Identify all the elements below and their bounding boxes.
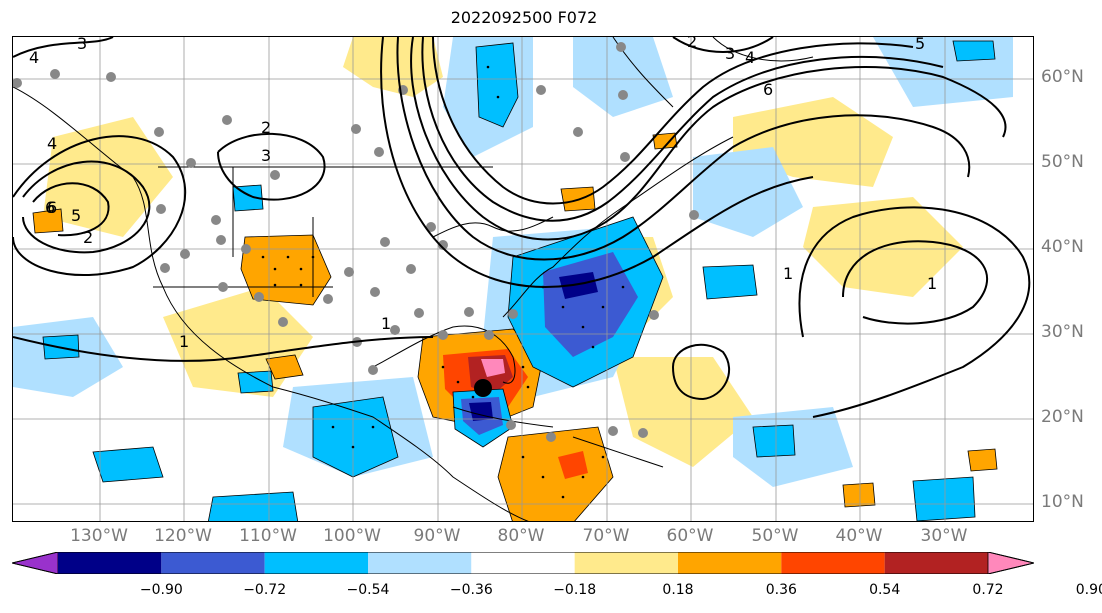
pos-orange-area (32, 208, 64, 234)
neg-cyan-area (475, 42, 519, 128)
neg-cyan-area (912, 476, 976, 521)
storm-center-marker (474, 379, 492, 397)
lat-label: 60°N (1041, 67, 1084, 87)
colorbar-tick-label: −0.54 (346, 582, 390, 598)
neg-cyan-area (237, 370, 274, 394)
neg-light-area (693, 147, 803, 237)
map-canvas: 4 3 2 3 4 5 6 2 3 6 4 6 5 2 1 1 1 1 (13, 37, 1033, 521)
pos-orange-area (652, 132, 678, 150)
pos-red-area (558, 451, 588, 479)
contour-label: 3 (77, 37, 87, 53)
lon-label: 40°W (835, 526, 883, 546)
neg-navy-area (469, 402, 493, 421)
anomaly-shading (13, 37, 1013, 521)
lon-label: 60°W (666, 526, 714, 546)
colorbar-cell (781, 552, 885, 574)
colorbar-cells (12, 552, 1034, 574)
pos-orange-area (842, 482, 876, 508)
station-markers (13, 42, 699, 442)
colorbar-cell (368, 552, 472, 574)
colorbar-tick-label: 0.54 (869, 582, 901, 598)
colorbar-cell (161, 552, 265, 574)
colorbar-tick-label: 0.90 (1075, 582, 1102, 598)
contour-label: 6 (47, 198, 57, 217)
lat-label: 40°N (1041, 237, 1084, 257)
neg-cyan-area (207, 491, 299, 521)
colorbar-extend-low (12, 552, 59, 574)
contour-label: 1 (783, 264, 793, 283)
colorbar-tick-label: −0.18 (553, 582, 597, 598)
lon-label: 100°W (323, 526, 381, 546)
lon-label: 130°W (70, 526, 128, 546)
colorbar-tick-label: 0.18 (662, 582, 694, 598)
contour-label: 2 (261, 118, 271, 137)
contour-label: 3 (261, 146, 271, 165)
colorbar-cell (884, 552, 988, 574)
pos-light-area (613, 357, 753, 467)
lon-label: 90°W (413, 526, 461, 546)
contour-label: 2 (687, 37, 697, 51)
contour-label: 1 (927, 274, 937, 293)
colorbar-tick-label: 0.72 (972, 582, 1004, 598)
colorbar-cell (574, 552, 678, 574)
pos-light-area (43, 117, 173, 237)
contour-label: 3 (725, 44, 735, 63)
lon-label: 80°W (497, 526, 545, 546)
contour-label: 5 (915, 37, 925, 53)
colorbar-tick-label: −0.90 (139, 582, 183, 598)
colorbar-tick-label: −0.36 (449, 582, 493, 598)
map-panel: 4 3 2 3 4 5 6 2 3 6 4 6 5 2 1 1 1 1 (12, 36, 1034, 522)
neg-cyan-area (952, 40, 996, 62)
contour-label: 2 (83, 228, 93, 247)
pos-orange-area (967, 448, 998, 472)
significance-stipple (261, 65, 625, 499)
lon-label: 110°W (239, 526, 297, 546)
pos-light-area (343, 37, 443, 97)
colorbar-tick-label: 0.36 (765, 582, 797, 598)
lon-label: 70°W (582, 526, 630, 546)
neg-cyan-area (752, 424, 796, 458)
pos-orange-area (497, 426, 614, 521)
contour-label: 4 (745, 48, 755, 67)
contour-label: 6 (763, 80, 773, 99)
neg-navy-area (559, 272, 598, 299)
colorbar (12, 552, 1034, 574)
lat-label: 50°N (1041, 152, 1084, 172)
contour-label: 1 (179, 332, 189, 351)
lat-label: 10°N (1041, 492, 1084, 512)
neg-cyan-area (312, 396, 399, 478)
colorbar-extend-high (987, 552, 1034, 574)
lon-label: 120°W (154, 526, 212, 546)
neg-cyan-area (702, 264, 758, 300)
contour-label: 4 (29, 48, 39, 67)
height-contours (13, 37, 1031, 418)
colorbar-cell (264, 552, 368, 574)
contour-label: 1 (381, 314, 391, 333)
lon-label: 30°W (920, 526, 968, 546)
contour-label: 6 (45, 198, 55, 217)
contour-labels: 4 3 2 3 4 5 6 2 3 6 4 6 5 2 1 1 1 1 (29, 37, 937, 351)
lon-label: 50°W (751, 526, 799, 546)
colorbar-cell (678, 552, 782, 574)
colorbar-tick-label: −0.72 (243, 582, 287, 598)
lat-label: 20°N (1041, 407, 1084, 427)
colorbar-cell (58, 552, 162, 574)
neg-light-area (573, 37, 673, 117)
neg-cyan-area (92, 446, 164, 483)
colorbar-cell (471, 552, 575, 574)
contour-label: 4 (47, 134, 57, 153)
contour-label: 5 (71, 206, 81, 225)
lat-label: 30°N (1041, 322, 1084, 342)
pos-orange-area (265, 354, 304, 380)
plot-title: 2022092500 F072 (450, 8, 598, 27)
pos-pink-area (481, 359, 505, 377)
pos-orange-area (240, 234, 332, 306)
